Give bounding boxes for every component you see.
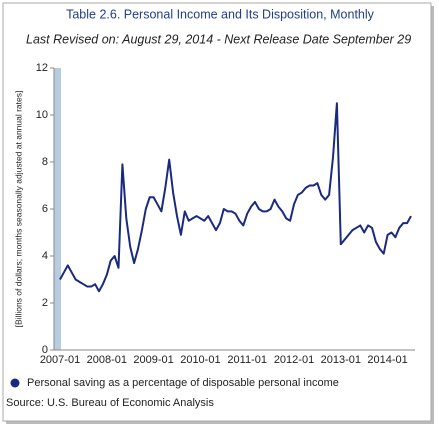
legend-label: Personal saving as a percentage of dispo…	[27, 377, 339, 389]
x-tick-label: 2012-01	[274, 354, 314, 366]
y-tick-label: 8	[42, 156, 48, 168]
y-axis-label: [Billions of dollars; months seasonally …	[13, 91, 23, 328]
x-tick-label: 2008-01	[87, 354, 127, 366]
legend-marker	[10, 378, 20, 388]
y-tick-label: 4	[42, 250, 48, 262]
y-tick-label: 0	[42, 344, 48, 356]
x-tick-label: 2014-01	[367, 354, 407, 366]
chart-subtitle: Last Revised on: August 29, 2014 - Next …	[26, 32, 411, 46]
x-tick-label: 2010-01	[180, 354, 220, 366]
y-tick-label: 6	[42, 203, 48, 215]
highlight-band	[54, 68, 61, 350]
y-tick-label: 2	[42, 297, 48, 309]
x-tick-label: 2013-01	[321, 354, 361, 366]
y-tick-label: 10	[36, 109, 48, 121]
frame	[2, 2, 432, 422]
chart-title: Table 2.6. Personal Income and Its Dispo…	[66, 7, 375, 21]
x-tick-label: 2007-01	[40, 354, 80, 366]
y-tick-label: 12	[36, 62, 48, 74]
x-tick-label: 2009-01	[133, 354, 173, 366]
line	[59, 102, 412, 293]
x-tick-label: 2011-01	[227, 354, 267, 366]
source: Source: U.S. Bureau of Economic Analysis	[6, 397, 214, 409]
